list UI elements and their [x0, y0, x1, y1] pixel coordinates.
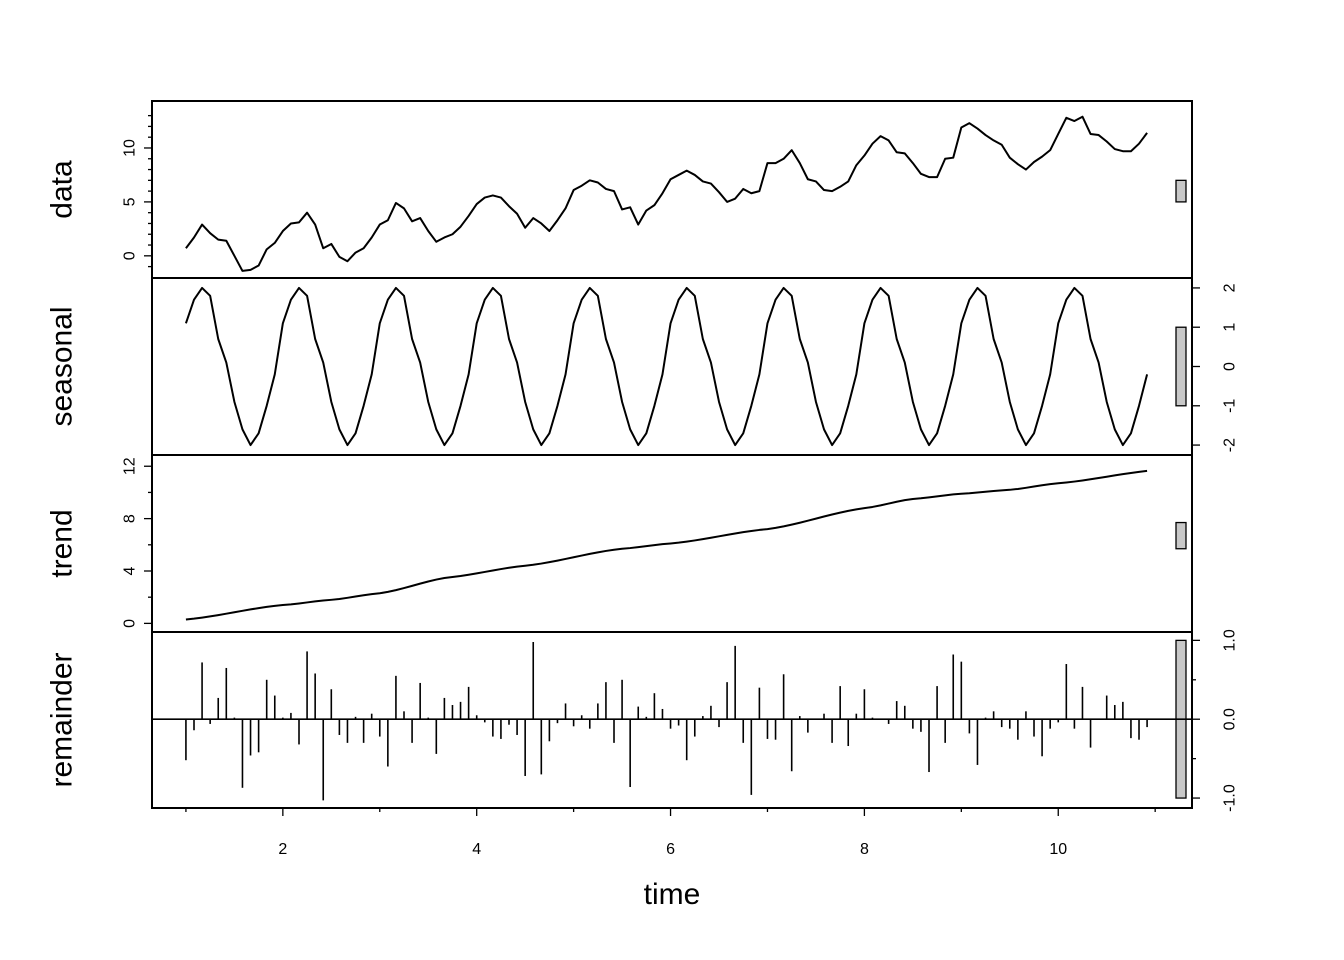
panel-remainder: -1.0 0.0 1.0 remainder	[46, 629, 1239, 812]
panels-group: 0510data-2-1012seasonal04812trend-1.00.0…	[46, 100, 1239, 812]
scale-bar-trend	[1175, 521, 1187, 550]
y-tick-label-seasonal: 0	[1222, 362, 1239, 371]
y-tick-label-data: 5	[122, 197, 139, 206]
y-tick-label-remainder: 0.0	[1222, 708, 1239, 730]
panel-seasonal: -2 -1 0 1 2 seasonal	[46, 277, 1239, 456]
y-tick-label-trend: 8	[122, 514, 139, 523]
y-tick-label-seasonal: -1	[1222, 399, 1239, 413]
x-tick-label: 2	[278, 841, 287, 858]
y-tick-label-data: 0	[122, 251, 139, 260]
panel-title-remainder: remainder	[46, 652, 79, 787]
y-tick-label-remainder: -1.0	[1222, 784, 1239, 812]
scale-bar-data	[1175, 179, 1187, 203]
y-tick-label-trend: 0	[122, 619, 139, 628]
x-tick-label: 4	[472, 841, 481, 858]
y-tick-label-remainder: 1.0	[1222, 629, 1239, 651]
x-tick-label: 6	[666, 841, 675, 858]
panel-title-seasonal: seasonal	[46, 306, 79, 426]
y-tick-label-seasonal: 2	[1222, 283, 1239, 292]
y-tick-label-seasonal: 1	[1222, 323, 1239, 332]
series-line-seasonal	[184, 286, 1149, 447]
series-line-data	[185, 115, 1148, 272]
x-tick-label: 10	[1049, 841, 1067, 858]
panel-title-trend: trend	[46, 509, 79, 577]
x-axis: 2 4 6 8 10	[185, 808, 1156, 858]
panel-trend: 0 4 8 12 trend	[46, 454, 1193, 633]
series-line-trend	[185, 469, 1148, 621]
panel-frame-data	[151, 100, 1193, 279]
y-tick-label-seasonal: -2	[1222, 438, 1239, 452]
y-tick-label-data: 10	[122, 139, 139, 157]
x-tick-label: 8	[860, 841, 869, 858]
panel-data: 0 5 10 data	[46, 100, 1193, 279]
panel-title-data: data	[46, 160, 79, 219]
y-tick-label-trend: 4	[122, 566, 139, 575]
x-axis-title: time	[644, 878, 701, 911]
y-tick-label-trend: 12	[122, 457, 139, 475]
scale-bar-seasonal	[1175, 326, 1187, 407]
